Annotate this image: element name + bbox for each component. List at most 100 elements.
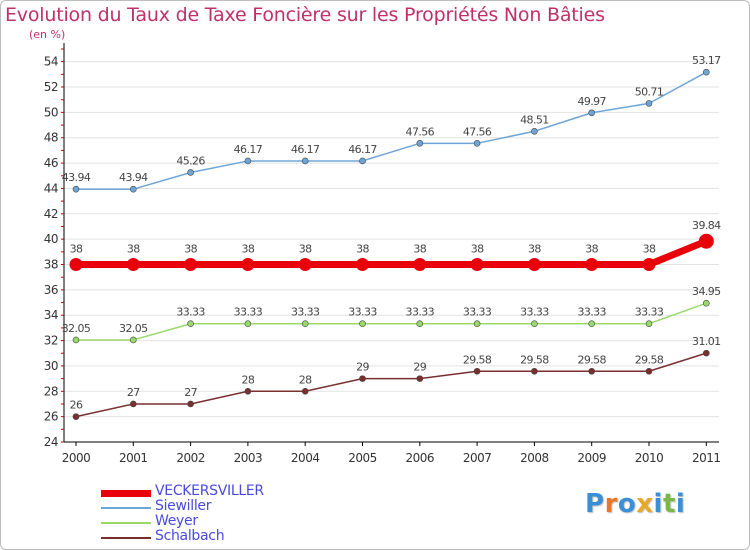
data-label: 45.26 (176, 154, 205, 167)
y-tick-label: 48 (44, 131, 58, 145)
data-label: 29.58 (635, 353, 664, 366)
logo-letter: i (653, 489, 663, 519)
data-label: 46.17 (291, 143, 320, 156)
legend-swatch (101, 489, 151, 497)
data-point (702, 68, 710, 76)
data-label: 33.33 (635, 306, 664, 319)
data-point (527, 258, 541, 272)
x-tick-label: 2006 (406, 451, 435, 465)
chart-subtitle: (en %) (29, 28, 66, 41)
data-point (416, 320, 424, 328)
data-label: 33.33 (406, 306, 435, 319)
series-line-siewiller (76, 71, 707, 190)
data-label: 48.51 (520, 113, 549, 126)
data-point (645, 320, 653, 328)
data-label: 47.56 (406, 125, 435, 138)
data-point (130, 185, 137, 193)
x-tick-label: 2004 (291, 451, 320, 465)
data-point (642, 258, 656, 272)
x-tick-label: 2011 (692, 451, 721, 465)
data-label: 33.33 (520, 306, 549, 319)
x-tick-label: 2009 (577, 451, 606, 465)
y-tick-label: 40 (44, 232, 58, 246)
data-label: 38 (70, 243, 83, 256)
x-tick-label: 2005 (348, 451, 377, 465)
x-tick-label: 2008 (520, 451, 549, 465)
data-label: 50.71 (635, 85, 664, 98)
y-tick-label: 26 (44, 410, 58, 424)
logo-letter: i (675, 489, 686, 519)
data-point (698, 233, 714, 249)
data-point (187, 169, 194, 176)
data-point (531, 320, 538, 328)
data-label: 38 (471, 243, 484, 256)
y-tick-label: 52 (44, 80, 58, 94)
series-line-schalbach (75, 352, 707, 418)
data-point (702, 349, 710, 357)
data-point (588, 109, 596, 117)
data-label: 29 (413, 361, 426, 374)
data-point (531, 127, 538, 135)
data-point (356, 258, 369, 272)
series-line-weyer (76, 302, 707, 341)
data-point (187, 400, 194, 408)
data-label: 33.33 (577, 306, 606, 319)
legend-swatch (101, 537, 151, 539)
data-label: 38 (413, 243, 426, 256)
data-label: 29.58 (463, 353, 492, 366)
data-point (702, 299, 710, 307)
data-label: 28 (241, 373, 254, 386)
data-point (585, 258, 599, 272)
data-label: 29.58 (520, 353, 549, 366)
data-label: 27 (184, 386, 197, 399)
data-point (416, 375, 424, 382)
data-label: 33.33 (463, 306, 492, 319)
data-label: 38 (643, 243, 656, 256)
data-label: 38 (585, 243, 598, 256)
data-point (244, 320, 252, 328)
y-tick-label: 24 (44, 435, 58, 449)
data-label: 38 (127, 243, 140, 256)
data-label: 28 (299, 373, 312, 386)
data-label: 39.84 (692, 219, 721, 232)
proxiti-logo: Proxiti (585, 489, 685, 519)
y-tick-label: 46 (44, 156, 58, 170)
x-tick-label: 2010 (635, 451, 664, 465)
data-label: 43.94 (62, 171, 91, 184)
data-point (301, 320, 309, 328)
data-point (470, 258, 484, 272)
legend-label: Weyer (155, 513, 198, 529)
data-point (126, 258, 140, 272)
data-point (588, 320, 596, 328)
y-tick-label: 38 (44, 258, 58, 272)
data-point (416, 140, 424, 147)
data-label: 38 (356, 243, 369, 256)
legend-swatch (101, 507, 151, 509)
x-tick-label: 2003 (234, 451, 263, 465)
data-label: 38 (184, 243, 197, 256)
data-label: 29.58 (577, 353, 606, 366)
y-tick-label: 44 (44, 181, 58, 195)
data-point (72, 336, 80, 344)
data-point (359, 375, 366, 382)
data-point (130, 336, 137, 344)
data-point (473, 140, 481, 147)
legend-label: Schalbach (155, 528, 225, 544)
data-point (531, 367, 538, 375)
y-tick-label: 34 (44, 308, 58, 322)
data-label: 38 (528, 243, 541, 256)
data-label: 33.33 (176, 306, 205, 319)
y-tick-label: 30 (44, 359, 58, 373)
data-point (645, 367, 653, 375)
series-line-veckersviller (76, 237, 708, 269)
data-label: 47.56 (463, 125, 492, 138)
y-tick-label: 50 (44, 105, 58, 119)
data-label: 46.17 (234, 143, 263, 156)
legend-label: VECKERSVILLER (155, 483, 264, 499)
data-label: 49.97 (577, 95, 606, 108)
data-point (645, 100, 653, 107)
data-point (359, 157, 366, 165)
data-point (588, 367, 596, 375)
